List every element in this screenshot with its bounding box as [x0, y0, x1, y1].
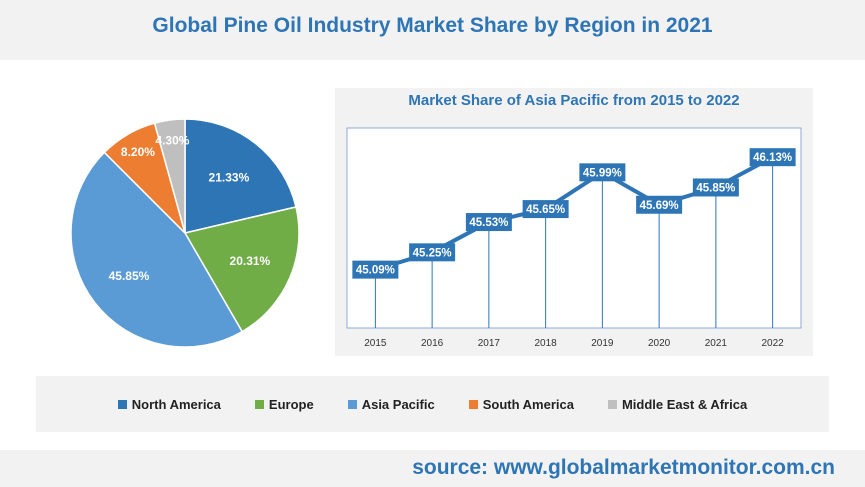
svg-text:46.13%: 46.13%	[753, 152, 792, 164]
legend: North America Europe Asia Pacific South …	[36, 376, 829, 432]
plot-area	[346, 127, 802, 329]
legend-label: Europe	[268, 396, 314, 412]
x-tick-label: 2015	[364, 338, 387, 349]
data-label: 45.85%	[692, 178, 739, 197]
svg-text:45.65%: 45.65%	[526, 204, 565, 216]
svg-text:45.69%: 45.69%	[640, 200, 679, 212]
svg-text:45.09%: 45.09%	[356, 265, 395, 277]
legend-label: Asia Pacific	[361, 396, 435, 412]
line-chart: 45.09% 45.25% 45.53% 45.65% 45.99% 45.69% 45.8…	[346, 127, 802, 349]
legend-label: South America	[482, 396, 574, 412]
data-label: 45.53%	[465, 213, 512, 232]
title-band	[0, 0, 865, 60]
data-label: 45.25%	[409, 243, 456, 262]
page-title: Global Pine Oil Industry Market Share by…	[152, 14, 713, 37]
svg-text:45.25%: 45.25%	[413, 247, 452, 259]
x-tick-label: 2019	[591, 338, 614, 349]
pie-data-label: 21.33%	[209, 171, 250, 185]
data-label: 45.99%	[579, 163, 626, 182]
pie-data-label: 8.20%	[121, 145, 155, 159]
x-tick-label: 2018	[535, 338, 558, 349]
pie-slice-middle-east-africa	[153, 118, 186, 234]
source-band	[0, 450, 865, 487]
legend-swatch	[254, 399, 264, 409]
data-label: 45.09%	[352, 260, 399, 279]
source-link[interactable]: source: www.globalmarketmonitor.com.cn	[412, 456, 835, 479]
legend-item-north-america: North America	[117, 396, 221, 412]
x-tick-label: 2022	[762, 338, 785, 349]
data-label: 45.65%	[522, 200, 569, 219]
legend-item-south-america: South America	[468, 396, 574, 412]
x-tick-label: 2021	[705, 338, 728, 349]
legend-swatch	[117, 399, 127, 409]
svg-text:45.53%: 45.53%	[469, 217, 508, 229]
pie-data-label: 20.31%	[230, 254, 271, 268]
data-label: 45.69%	[636, 195, 683, 214]
data-label: 46.13%	[749, 148, 796, 167]
pie-slice-europe	[183, 206, 300, 333]
legend-band	[36, 376, 829, 432]
legend-swatch	[468, 399, 478, 409]
legend-swatch	[607, 399, 617, 409]
legend-item-asia-pacific: Asia Pacific	[347, 396, 435, 412]
pie-chart: 21.33% 20.31% 45.85% 8.20%4.30%	[70, 118, 300, 348]
svg-text:45.85%: 45.85%	[696, 182, 735, 194]
x-tick-label: 2020	[648, 338, 671, 349]
line-chart-title: Market Share of Asia Pacific from 2015 t…	[408, 92, 740, 109]
legend-label: Middle East & Africa	[621, 396, 748, 412]
svg-text:45.99%: 45.99%	[583, 167, 622, 179]
legend-label: North America	[131, 396, 221, 412]
pie-data-label: 45.85%	[109, 269, 150, 283]
x-tick-label: 2016	[421, 338, 444, 349]
pie-slice-asia-pacific	[70, 151, 244, 348]
legend-item-europe: Europe	[254, 396, 314, 412]
pie-slice-north-america	[184, 118, 297, 234]
legend-swatch	[347, 399, 357, 409]
x-tick-label: 2017	[478, 338, 501, 349]
pie-data-label: 4.30%	[155, 133, 189, 147]
legend-item-middle-east-africa: Middle East & Africa	[607, 396, 748, 412]
